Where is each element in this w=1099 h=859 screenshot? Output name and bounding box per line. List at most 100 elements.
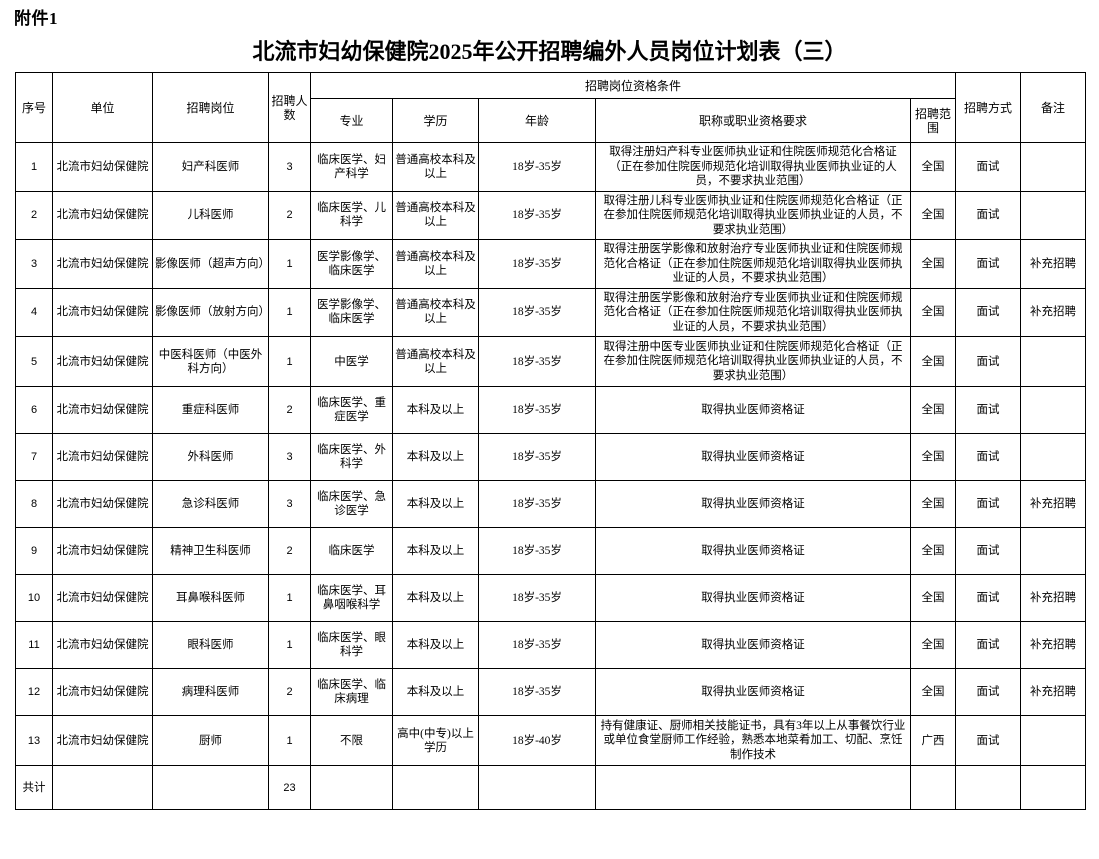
header-remark: 备注 [1020, 72, 1086, 143]
total-remark [1020, 765, 1086, 810]
cell-remark [1020, 386, 1086, 434]
cell-scope: 全国 [910, 142, 956, 192]
cell-major: 临床医学、儿科学 [310, 190, 393, 240]
cell-major: 医学影像学、临床医学 [310, 239, 393, 289]
cell-age: 18岁-35岁 [478, 621, 596, 669]
cell-seq: 6 [15, 386, 53, 434]
cell-scope: 全国 [910, 574, 956, 622]
cell-unit: 北流市妇幼保健院 [52, 386, 153, 434]
cell-method: 面试 [955, 480, 1021, 528]
cell-post: 中医科医师（中医外科方向） [152, 336, 269, 387]
cell-post: 重症科医师 [152, 386, 269, 434]
table-row: 7 北流市妇幼保健院 外科医师 3 临床医学、外科学 本科及以上 18岁-35岁… [15, 433, 1086, 481]
cell-education: 普通高校本科及以上 [392, 287, 479, 337]
cell-remark: 补充招聘 [1020, 480, 1086, 528]
cell-education: 本科及以上 [392, 386, 479, 434]
cell-major: 临床医学、重症医学 [310, 386, 393, 434]
cell-education: 本科及以上 [392, 433, 479, 481]
cell-method: 面试 [955, 336, 1021, 387]
cell-remark [1020, 190, 1086, 240]
cell-certificate: 取得注册医学影像和放射治疗专业医师执业证和住院医师规范化合格证（正在参加住院医师… [595, 239, 911, 289]
cell-seq: 3 [15, 239, 53, 289]
header-education: 学历 [392, 98, 479, 143]
cell-post: 儿科医师 [152, 190, 269, 240]
cell-seq: 9 [15, 527, 53, 575]
cell-seq: 2 [15, 190, 53, 240]
cell-num: 3 [268, 142, 311, 192]
cell-unit: 北流市妇幼保健院 [52, 480, 153, 528]
cell-remark: 补充招聘 [1020, 574, 1086, 622]
cell-scope: 全国 [910, 190, 956, 240]
cell-scope: 全国 [910, 527, 956, 575]
cell-unit: 北流市妇幼保健院 [52, 190, 153, 240]
cell-major: 临床医学、外科学 [310, 433, 393, 481]
cell-method: 面试 [955, 715, 1021, 766]
cell-age: 18岁-35岁 [478, 386, 596, 434]
cell-remark [1020, 715, 1086, 766]
cell-age: 18岁-35岁 [478, 527, 596, 575]
table-row: 1 北流市妇幼保健院 妇产科医师 3 临床医学、妇产科学 普通高校本科及以上 1… [15, 142, 1086, 192]
cell-unit: 北流市妇幼保健院 [52, 668, 153, 716]
cell-education: 普通高校本科及以上 [392, 190, 479, 240]
cell-post: 影像医师（放射方向） [152, 287, 269, 337]
header-qualification-group: 招聘岗位资格条件 [310, 72, 956, 99]
cell-certificate: 取得注册医学影像和放射治疗专业医师执业证和住院医师规范化合格证（正在参加住院医师… [595, 287, 911, 337]
cell-age: 18岁-35岁 [478, 287, 596, 337]
cell-certificate: 取得注册儿科专业医师执业证和住院医师规范化合格证（正在参加住院医师规范化培训取得… [595, 190, 911, 240]
cell-seq: 1 [15, 142, 53, 192]
cell-post: 急诊科医师 [152, 480, 269, 528]
cell-method: 面试 [955, 386, 1021, 434]
cell-num: 1 [268, 336, 311, 387]
cell-scope: 全国 [910, 480, 956, 528]
header-num: 招聘人数 [268, 72, 311, 143]
cell-age: 18岁-35岁 [478, 480, 596, 528]
cell-age: 18岁-35岁 [478, 433, 596, 481]
page-title: 北流市妇幼保健院2025年公开招聘编外人员岗位计划表（三） [252, 39, 847, 64]
cell-remark: 补充招聘 [1020, 668, 1086, 716]
cell-unit: 北流市妇幼保健院 [52, 336, 153, 387]
cell-post: 外科医师 [152, 433, 269, 481]
cell-education: 普通高校本科及以上 [392, 239, 479, 289]
cell-age: 18岁-35岁 [478, 336, 596, 387]
cell-age: 18岁-35岁 [478, 142, 596, 192]
cell-num: 1 [268, 715, 311, 766]
total-unit [52, 765, 153, 810]
cell-num: 2 [268, 386, 311, 434]
cell-major: 临床医学、临床病理 [310, 668, 393, 716]
cell-seq: 10 [15, 574, 53, 622]
cell-major: 临床医学、眼科学 [310, 621, 393, 669]
cell-education: 本科及以上 [392, 480, 479, 528]
cell-scope: 全国 [910, 668, 956, 716]
cell-education: 本科及以上 [392, 574, 479, 622]
table-row: 9 北流市妇幼保健院 精神卫生科医师 2 临床医学 本科及以上 18岁-35岁 … [15, 527, 1086, 575]
cell-age: 18岁-35岁 [478, 574, 596, 622]
cell-method: 面试 [955, 668, 1021, 716]
cell-age: 18岁-35岁 [478, 668, 596, 716]
cell-scope: 全国 [910, 239, 956, 289]
cell-method: 面试 [955, 287, 1021, 337]
cell-certificate: 取得执业医师资格证 [595, 527, 911, 575]
header-age: 年龄 [478, 98, 596, 143]
table-row: 4 北流市妇幼保健院 影像医师（放射方向） 1 医学影像学、临床医学 普通高校本… [15, 287, 1086, 337]
cell-certificate: 持有健康证、厨师相关技能证书，具有3年以上从事餐饮行业或单位食堂厨师工作经验，熟… [595, 715, 911, 766]
attachment-label: 附件1 [14, 9, 58, 28]
cell-major: 中医学 [310, 336, 393, 387]
cell-num: 1 [268, 287, 311, 337]
cell-num: 2 [268, 190, 311, 240]
cell-unit: 北流市妇幼保健院 [52, 142, 153, 192]
cell-post: 影像医师（超声方向） [152, 239, 269, 289]
cell-seq: 11 [15, 621, 53, 669]
cell-certificate: 取得注册中医专业医师执业证和住院医师规范化合格证（正在参加住院医师规范化培训取得… [595, 336, 911, 387]
table-total-row: 共计 23 [15, 765, 1086, 810]
cell-post: 妇产科医师 [152, 142, 269, 192]
cell-post: 精神卫生科医师 [152, 527, 269, 575]
table-row: 6 北流市妇幼保健院 重症科医师 2 临床医学、重症医学 本科及以上 18岁-3… [15, 386, 1086, 434]
cell-major: 不限 [310, 715, 393, 766]
header-unit: 单位 [52, 72, 153, 143]
cell-major: 临床医学、妇产科学 [310, 142, 393, 192]
table-header-row-bottom: 专业 学历 年龄 职称或职业资格要求 招聘范围 [16, 98, 1086, 143]
cell-post: 厨师 [152, 715, 269, 766]
cell-remark: 补充招聘 [1020, 287, 1086, 337]
cell-age: 18岁-40岁 [478, 715, 596, 766]
